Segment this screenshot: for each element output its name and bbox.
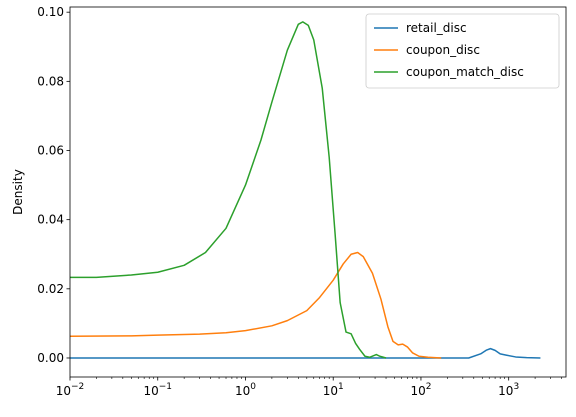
axis-ticks: 10−2 10−1 100 101 102 103 0.00 0.02 0.04 0.06 0.08… [37, 5, 562, 398]
series-line-coupon-disc [69, 251, 442, 359]
series-lines [69, 21, 541, 359]
legend: retail_disc coupon_disc coupon_match_disc [365, 13, 560, 89]
y-tick-label: 0.00 [37, 351, 64, 365]
plot-area-frame [69, 6, 567, 378]
series-line-coupon-match-disc [70, 21, 387, 359]
x-tick-label: 10−1 [143, 382, 172, 398]
x-tick-label: 100 [235, 382, 256, 398]
y-tick-label: 0.02 [37, 282, 64, 296]
legend-label: retail_disc [406, 21, 467, 35]
y-tick-label: 0.06 [37, 144, 64, 158]
legend-label: coupon_disc [406, 43, 480, 57]
series-line-retail-disc [70, 347, 541, 359]
y-tick-label: 0.08 [37, 74, 64, 88]
x-tick-label: 103 [498, 382, 519, 398]
x-tick-label: 101 [323, 382, 344, 398]
legend-box [365, 13, 560, 89]
y-tick-label: 0.10 [37, 5, 64, 19]
legend-label: coupon_match_disc [406, 65, 524, 79]
y-tick-label: 0.04 [37, 213, 64, 227]
y-axis-label: Density [11, 169, 25, 215]
x-tick-label: 102 [410, 382, 431, 398]
x-tick-label: 10−2 [56, 382, 85, 398]
